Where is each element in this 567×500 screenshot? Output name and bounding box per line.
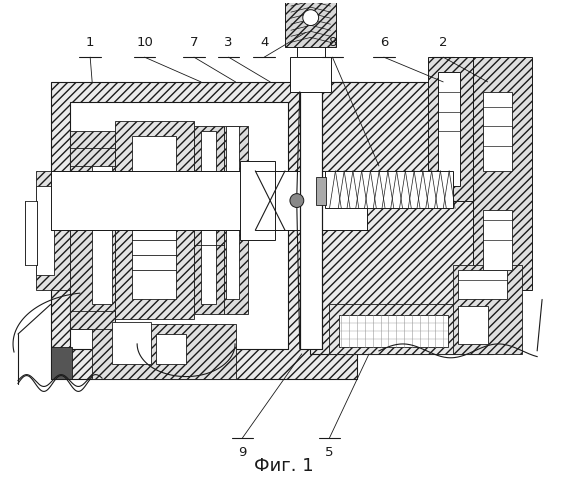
Text: 1: 1 xyxy=(86,36,95,50)
Text: 4: 4 xyxy=(260,36,268,50)
Text: Фиг. 1: Фиг. 1 xyxy=(253,458,314,475)
Bar xyxy=(70,148,115,166)
Bar xyxy=(70,312,115,329)
Bar xyxy=(194,126,223,314)
Bar xyxy=(316,177,325,204)
Bar xyxy=(50,347,73,378)
Bar xyxy=(92,324,235,378)
Bar xyxy=(112,322,151,364)
Bar xyxy=(310,82,493,354)
Bar xyxy=(92,151,112,304)
Bar xyxy=(36,171,70,290)
Bar xyxy=(25,200,37,265)
Bar xyxy=(70,132,115,329)
Bar xyxy=(285,0,336,48)
Bar xyxy=(438,72,460,186)
Bar xyxy=(324,171,453,208)
Bar xyxy=(132,136,176,300)
Bar xyxy=(473,57,532,290)
Bar xyxy=(240,161,275,240)
Bar xyxy=(50,171,367,230)
Bar xyxy=(115,122,194,319)
Bar xyxy=(458,306,488,344)
Bar xyxy=(429,57,473,201)
Bar xyxy=(300,62,321,349)
Text: 9: 9 xyxy=(238,446,247,459)
Bar xyxy=(483,210,513,270)
Text: 3: 3 xyxy=(225,36,233,50)
Bar xyxy=(340,316,448,347)
Bar xyxy=(297,32,324,57)
Bar xyxy=(36,186,54,274)
Circle shape xyxy=(303,10,319,26)
Bar xyxy=(201,132,216,304)
Bar xyxy=(329,304,473,354)
Bar xyxy=(458,270,507,300)
Bar xyxy=(70,102,288,349)
Bar xyxy=(226,126,239,300)
Bar xyxy=(156,334,186,364)
Text: 7: 7 xyxy=(190,36,198,50)
Bar xyxy=(290,57,332,92)
Text: 6: 6 xyxy=(380,36,388,50)
Bar xyxy=(50,82,357,378)
Text: 8: 8 xyxy=(328,36,337,50)
Text: 2: 2 xyxy=(439,36,447,50)
Text: 5: 5 xyxy=(325,446,334,459)
Bar xyxy=(453,265,522,354)
Bar xyxy=(223,126,248,314)
Circle shape xyxy=(290,194,304,207)
Bar xyxy=(483,92,513,171)
Text: 10: 10 xyxy=(136,36,153,50)
Bar xyxy=(50,354,69,378)
